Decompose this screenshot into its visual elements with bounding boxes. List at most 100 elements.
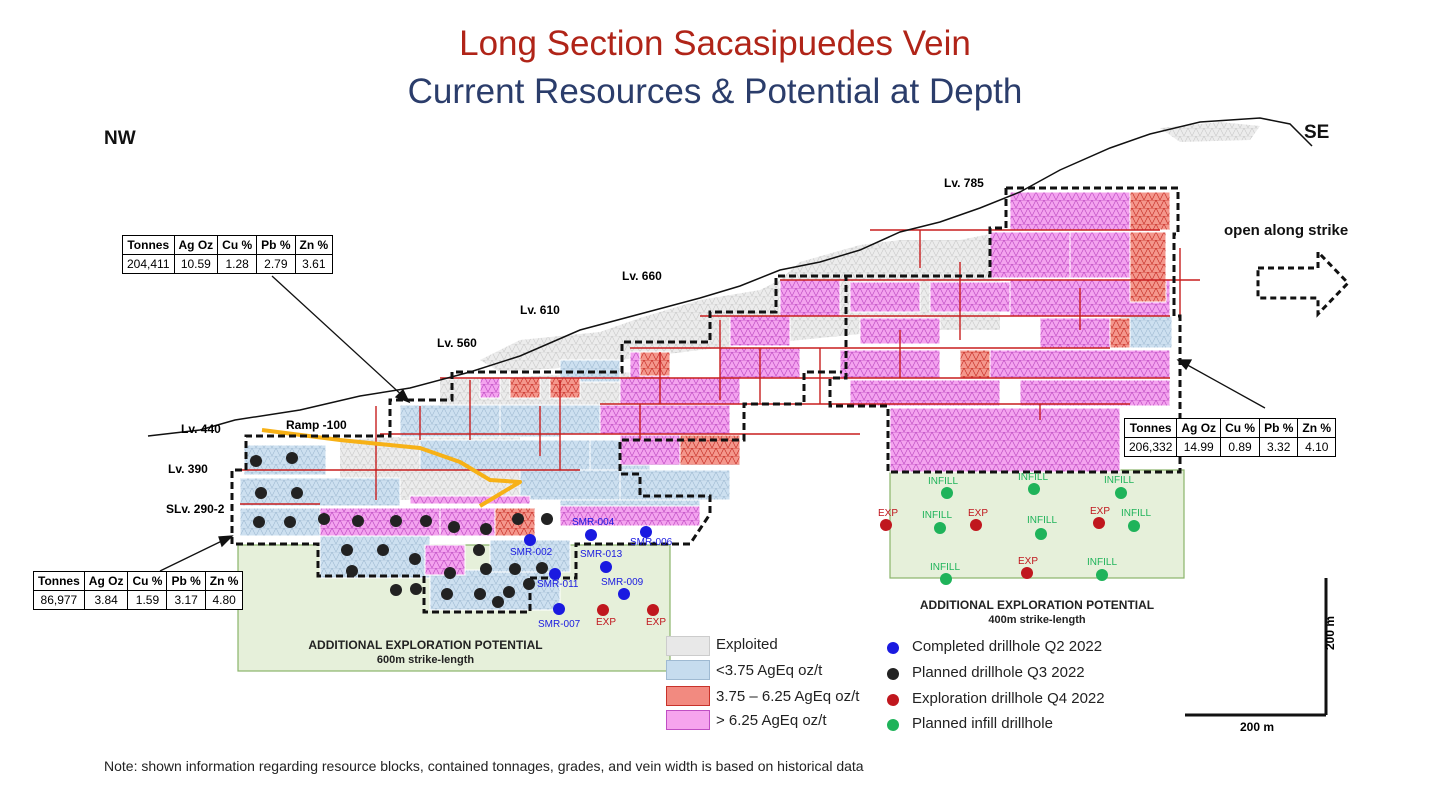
legend-swatch-low xyxy=(666,660,710,680)
resource-table-bottom-left: Tonnes Ag Oz Cu % Pb % Zn % 86,977 3.84 … xyxy=(33,571,244,610)
cell-ag-oz: 3.84 xyxy=(83,590,129,610)
resource-outlines xyxy=(230,186,1182,614)
level-label: Lv. 785 xyxy=(944,176,984,190)
cell-pb: 3.32 xyxy=(1259,437,1299,457)
planned-drillhole-dot xyxy=(390,584,402,596)
planned-drillhole-dot xyxy=(318,513,330,525)
level-label: Lv. 560 xyxy=(437,336,477,350)
legend-swatch-medium xyxy=(666,686,710,706)
planned-drillhole-dot xyxy=(474,588,486,600)
right-exploration-title: ADDITIONAL EXPLORATION POTENTIAL xyxy=(919,598,1155,612)
infill-label: INFILL xyxy=(928,476,959,487)
planned-drillhole-dot xyxy=(284,516,296,528)
planned-drillhole-dot xyxy=(509,563,521,575)
exploration-drillhole-dot xyxy=(1093,517,1105,529)
infill-drillhole-dot xyxy=(941,487,953,499)
drillhole-label: SMR-011 xyxy=(537,579,579,590)
completed-drillhole-dot xyxy=(600,561,612,573)
legend-label: Completed drillhole Q2 2022 xyxy=(912,638,1103,655)
ramp-label: Ramp -100 xyxy=(286,418,347,432)
planned-drillhole-dot xyxy=(291,487,303,499)
exp-label: EXP xyxy=(968,508,989,519)
infill-drillhole-dot xyxy=(1115,487,1127,499)
exploration-drillhole-dot xyxy=(970,519,982,531)
legend-label: Exploration drillhole Q4 2022 xyxy=(912,690,1105,707)
cell-cu: 1.28 xyxy=(217,254,258,274)
title-line-2: Current Resources & Potential at Depth xyxy=(407,72,1023,111)
scale-bars xyxy=(1185,578,1328,717)
drillhole-label: SMR-004 xyxy=(572,517,615,528)
legend-dot-exploration xyxy=(887,694,899,706)
infill-drillhole-dot xyxy=(1128,520,1140,532)
cell-ag-oz: 14.99 xyxy=(1176,437,1222,457)
exp-label: EXP xyxy=(878,508,899,519)
exploration-drillhole-dot xyxy=(597,604,609,616)
cell-cu: 0.89 xyxy=(1220,437,1261,457)
infill-label: INFILL xyxy=(1027,515,1058,526)
infill-label: INFILL xyxy=(922,510,953,521)
planned-drillhole-dot xyxy=(480,523,492,535)
cell-zn: 3.61 xyxy=(294,254,334,274)
planned-drillhole-dot xyxy=(536,562,548,574)
exploration-drillhole-dot xyxy=(880,519,892,531)
topography-line xyxy=(147,117,1313,437)
planned-drillhole-dot xyxy=(250,455,262,467)
legend-label: Exploited xyxy=(716,636,778,653)
drillhole-label: SMR-006 xyxy=(630,537,673,548)
planned-drillhole-dot xyxy=(512,513,524,525)
infill-label: INFILL xyxy=(1104,475,1135,486)
infill-label: INFILL xyxy=(1018,472,1049,483)
drillhole-label: SMR-013 xyxy=(580,549,623,560)
left-exploration-subtitle: 600m strike-length xyxy=(376,654,475,666)
cell-tonnes: 206,332 xyxy=(1123,437,1178,457)
scale-horizontal-label: 200 m xyxy=(1240,720,1275,734)
infill-label: INFILL xyxy=(930,562,961,573)
planned-drillhole-dot xyxy=(492,596,504,608)
planned-drillhole-dot xyxy=(523,578,535,590)
header-tonnes: Tonnes xyxy=(1123,418,1178,438)
header-cu: Cu % xyxy=(1220,418,1261,438)
legend-label: Planned infill drillhole xyxy=(912,715,1053,732)
header-zn: Zn % xyxy=(1297,418,1337,438)
legend-label: <3.75 AgEq oz/t xyxy=(716,662,823,679)
planned-drillhole-dot xyxy=(420,515,432,527)
planned-drillhole-dot xyxy=(473,544,485,556)
header-tonnes: Tonnes xyxy=(122,235,175,255)
level-label: Lv. 660 xyxy=(622,269,662,283)
cell-zn: 4.80 xyxy=(204,590,244,610)
completed-drillhole-dot xyxy=(585,529,597,541)
planned-drillhole-dot xyxy=(352,515,364,527)
exploration-drillhole-dot xyxy=(1021,567,1033,579)
legend-dot-planned xyxy=(887,668,899,680)
header-pb: Pb % xyxy=(256,235,296,255)
infill-drillhole-dot xyxy=(934,522,946,534)
planned-drillhole-dot xyxy=(448,521,460,533)
level-label: Lv. 390 xyxy=(168,462,208,476)
planned-drillhole-dot xyxy=(341,544,353,556)
exp-label: EXP xyxy=(1090,506,1111,517)
drillhole-label: SMR-009 xyxy=(601,577,644,588)
exp-label: EXP xyxy=(1018,556,1039,567)
cell-pb: 3.17 xyxy=(166,590,206,610)
header-zn: Zn % xyxy=(294,235,334,255)
medium-grade-blocks xyxy=(494,191,1171,537)
planned-drillhole-dot xyxy=(480,563,492,575)
resource-table-right: Tonnes Ag Oz Cu % Pb % Zn % 206,332 14.9… xyxy=(1123,418,1337,457)
level-label: Lv. 610 xyxy=(520,303,560,317)
footnote: Note: shown information regarding resour… xyxy=(104,758,864,774)
exploration-drillhole-dot xyxy=(647,604,659,616)
header-pb: Pb % xyxy=(1259,418,1299,438)
infill-label: INFILL xyxy=(1087,557,1118,568)
infill-label: INFILL xyxy=(1121,508,1152,519)
planned-drillhole-dot xyxy=(377,544,389,556)
table-arrows xyxy=(159,275,1266,572)
cell-zn: 4.10 xyxy=(1297,437,1337,457)
completed-drillhole-dot xyxy=(549,568,561,580)
direction-se: SE xyxy=(1304,122,1330,143)
drillhole-label: SMR-007 xyxy=(538,619,581,630)
open-strike-arrow-icon xyxy=(1256,248,1351,318)
planned-drillhole-dot xyxy=(444,567,456,579)
header-cu: Cu % xyxy=(217,235,258,255)
scale-vertical-label: 200 m xyxy=(1323,615,1337,650)
